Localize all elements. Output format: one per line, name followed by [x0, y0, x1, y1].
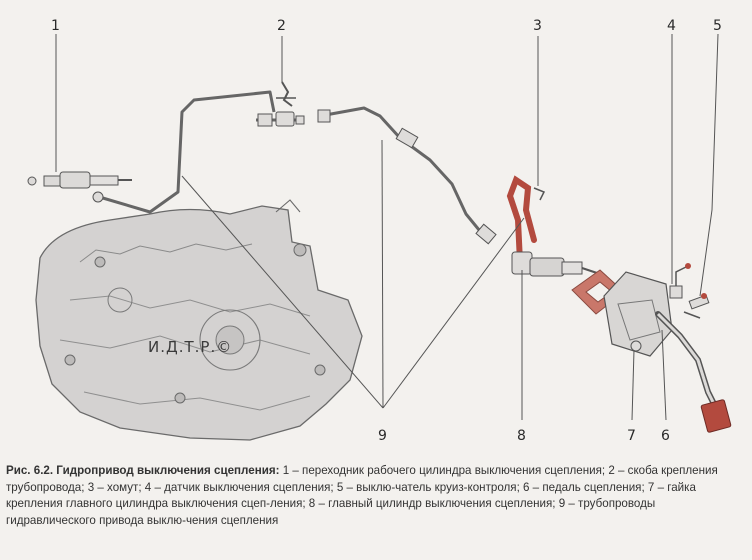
hose-clamp [533, 187, 546, 201]
leader-lines [55, 33, 719, 421]
tube-bracket [276, 81, 296, 107]
callout-9: 9 [378, 428, 387, 444]
cruise-switch [683, 293, 710, 319]
callout-4: 4 [667, 18, 676, 34]
pedal-pad [700, 399, 732, 433]
figure-caption: Рис. 6.2. Гидропривод выключения сцеплен… [6, 463, 748, 529]
master-cylinder [511, 251, 607, 277]
watermark: И.Д.Т.Р.© [148, 338, 232, 356]
callout-1: 1 [51, 18, 60, 34]
callout-labels: 1 2 3 4 5 6 7 8 9 [51, 18, 722, 444]
master-cylinder-hose [506, 175, 546, 265]
master-cylinder-nut [630, 340, 642, 352]
caption-title: Рис. 6.2. Гидропривод выключения сцеплен… [6, 464, 280, 477]
slave-cylinder-adapter [27, 171, 132, 189]
gearbox-housing [35, 199, 363, 441]
tube-fittings [92, 109, 497, 245]
callout-3: 3 [533, 18, 542, 34]
callout-7: 7 [627, 428, 636, 444]
callout-5: 5 [713, 18, 722, 34]
callout-6: 6 [661, 428, 670, 444]
pedal-assembly [603, 271, 732, 433]
clutch-hydraulic-diagram: 1 2 3 4 5 6 7 8 9 И.Д.Т.Р.© [27, 18, 732, 444]
callout-8: 8 [517, 428, 526, 444]
callout-2: 2 [277, 18, 286, 34]
caption-body: 1 – переходник рабочего цилиндра выключе… [6, 464, 718, 527]
clutch-sensor [669, 263, 691, 299]
